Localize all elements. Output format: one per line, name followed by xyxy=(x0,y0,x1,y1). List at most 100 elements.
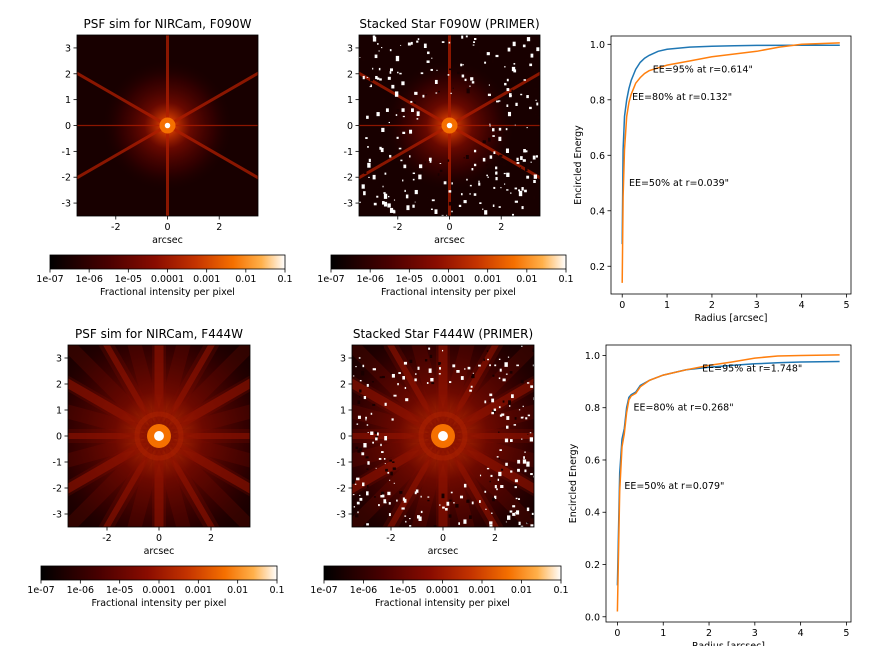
noise-pixel xyxy=(377,43,379,45)
ee-series-line-0 xyxy=(621,44,840,245)
noise-pixel xyxy=(489,393,493,397)
x-axis-label: arcsec xyxy=(152,235,183,246)
noise-pixel xyxy=(384,436,388,441)
noise-pixel xyxy=(471,374,475,379)
noise-pixel xyxy=(402,131,406,135)
x-tick-label: 5 xyxy=(843,628,849,639)
noise-pixel xyxy=(526,95,529,99)
noise-pixel xyxy=(382,98,385,103)
noise-pixel xyxy=(426,60,430,63)
noise-pixel xyxy=(499,368,502,372)
noise-pixel xyxy=(529,432,532,434)
noise-pixel xyxy=(498,471,502,477)
noise-pixel xyxy=(438,504,441,506)
noise-pixel xyxy=(430,378,434,382)
noise-pixel xyxy=(389,68,393,72)
colorbar-tick-label: 0.1 xyxy=(553,585,568,596)
ee-panel-1: EE=95% at r=1.748" EE=80% at r=0.268" EE=5… xyxy=(568,344,852,646)
noise-pixel xyxy=(380,345,384,349)
noise-pixel xyxy=(393,394,397,397)
noise-pixel xyxy=(381,375,385,379)
x-tick-label: 0 xyxy=(446,222,452,233)
noise-pixel xyxy=(486,350,489,352)
noise-pixel xyxy=(526,382,530,384)
noise-pixel xyxy=(389,479,391,481)
noise-pixel xyxy=(512,512,516,516)
noise-pixel xyxy=(407,79,411,82)
noise-pixel xyxy=(380,495,384,498)
x-tick-label: 1 xyxy=(660,628,666,639)
noise-pixel xyxy=(404,515,407,517)
noise-pixel xyxy=(422,55,425,57)
noise-pixel xyxy=(506,104,509,107)
y-tick-label: 0.2 xyxy=(585,560,600,571)
noise-pixel xyxy=(511,213,515,216)
noise-pixel xyxy=(389,49,392,52)
noise-pixel xyxy=(518,189,521,192)
noise-pixel xyxy=(401,81,405,86)
noise-pixel xyxy=(402,497,405,501)
noise-pixel xyxy=(451,210,453,213)
noise-pixel xyxy=(516,157,519,161)
y-tick-label: 0 xyxy=(65,121,71,132)
noise-pixel xyxy=(509,345,512,349)
noise-pixel xyxy=(504,183,506,185)
noise-pixel xyxy=(502,160,505,164)
ee-series-line-1 xyxy=(621,42,840,283)
noise-pixel xyxy=(413,101,416,104)
noise-pixel xyxy=(352,494,355,496)
x-tick-label: 2 xyxy=(216,222,222,233)
noise-pixel xyxy=(529,100,531,103)
noise-pixel xyxy=(372,441,374,444)
noise-pixel xyxy=(445,214,448,216)
noise-pixel xyxy=(491,398,495,403)
noise-pixel xyxy=(495,166,498,170)
noise-pixel xyxy=(513,63,516,65)
noise-pixel xyxy=(382,201,385,205)
noise-pixel xyxy=(412,172,416,175)
noise-pixel xyxy=(420,72,424,75)
x-tick-label: 0 xyxy=(156,533,162,544)
noise-pixel xyxy=(526,521,530,524)
noise-pixel xyxy=(399,491,403,494)
noise-pixel xyxy=(391,84,395,89)
noise-pixel xyxy=(493,408,497,411)
noise-pixel xyxy=(384,463,386,465)
noise-pixel xyxy=(514,124,516,126)
psf-panel-3: Stacked Star F444W (PRIMER) -2 0 2 -3 -2 -1 0 1 2… xyxy=(310,327,568,609)
colorbar-tick-label: 1e-05 xyxy=(396,274,423,285)
noise-pixel xyxy=(489,521,493,525)
noise-pixel xyxy=(523,190,525,193)
noise-pixel xyxy=(356,501,360,505)
colorbar-tick-label: 1e-06 xyxy=(67,585,94,596)
noise-pixel xyxy=(437,173,440,176)
noise-pixel xyxy=(474,37,477,41)
noise-pixel xyxy=(457,71,460,75)
noise-pixel xyxy=(533,195,536,200)
noise-pixel xyxy=(448,499,452,502)
noise-pixel xyxy=(464,78,467,82)
noise-pixel xyxy=(363,443,367,448)
ee-annotation: EE=50% at r=0.039" xyxy=(629,178,729,189)
noise-pixel xyxy=(430,208,433,211)
noise-pixel xyxy=(487,358,489,361)
noise-pixel xyxy=(356,477,360,481)
y-tick-label: -2 xyxy=(53,484,62,495)
noise-pixel xyxy=(373,496,376,498)
noise-pixel xyxy=(489,125,491,127)
noise-pixel xyxy=(448,190,452,193)
noise-pixel xyxy=(512,41,516,47)
noise-pixel xyxy=(359,389,362,393)
noise-pixel xyxy=(372,174,376,180)
y-tick-label: 2 xyxy=(65,69,71,80)
y-tick-label: -3 xyxy=(53,510,62,521)
noise-pixel xyxy=(507,515,511,520)
noise-pixel xyxy=(426,40,428,42)
noise-pixel xyxy=(518,521,521,526)
noise-pixel xyxy=(427,499,430,502)
noise-pixel xyxy=(448,41,451,44)
noise-pixel xyxy=(441,41,445,43)
x-tick-label: 4 xyxy=(798,628,804,639)
noise-pixel xyxy=(521,187,524,191)
noise-pixel xyxy=(525,58,528,63)
